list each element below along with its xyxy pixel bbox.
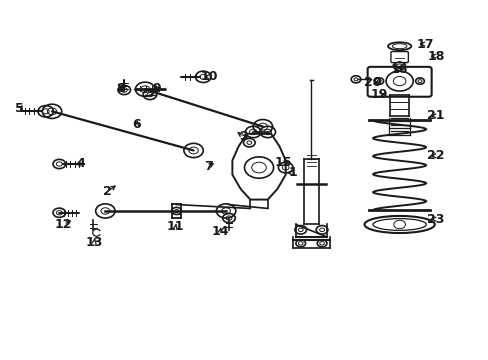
Text: 22: 22 <box>427 149 444 162</box>
Text: 16: 16 <box>390 63 407 76</box>
Text: 18: 18 <box>427 50 444 63</box>
Text: 1: 1 <box>288 166 297 179</box>
Text: 12: 12 <box>55 218 72 231</box>
Text: 13: 13 <box>85 236 102 249</box>
Text: 2: 2 <box>103 185 112 198</box>
Text: 15: 15 <box>274 157 291 170</box>
Text: 21: 21 <box>427 109 444 122</box>
Text: 19: 19 <box>370 88 387 101</box>
Text: 4: 4 <box>76 157 85 171</box>
Text: 11: 11 <box>166 220 184 234</box>
Text: 5: 5 <box>15 102 23 115</box>
Text: 23: 23 <box>427 213 444 226</box>
Text: 10: 10 <box>201 70 218 83</box>
Text: 9: 9 <box>152 82 160 95</box>
Text: 3: 3 <box>239 130 247 143</box>
Text: 8: 8 <box>116 82 125 95</box>
Text: 6: 6 <box>132 118 141 131</box>
Text: 14: 14 <box>211 225 228 238</box>
Text: 20: 20 <box>364 76 381 89</box>
Text: 17: 17 <box>415 37 433 50</box>
Text: 7: 7 <box>203 160 212 173</box>
